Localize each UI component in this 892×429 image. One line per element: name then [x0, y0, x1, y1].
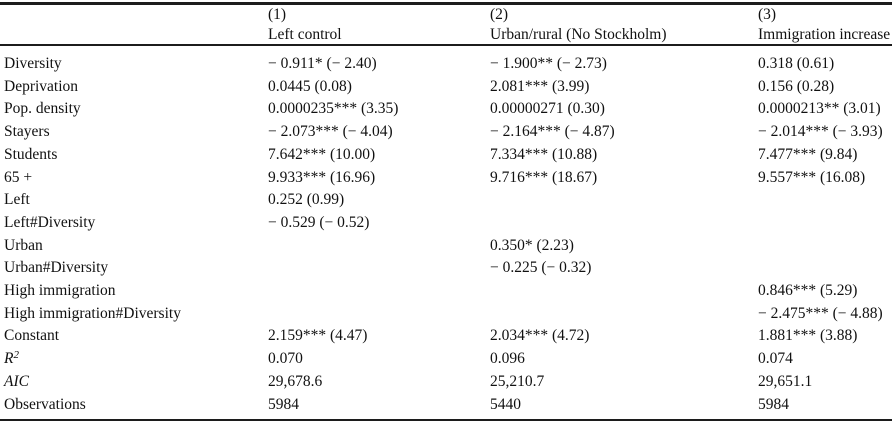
header-model-1: (1) Left control: [264, 3, 486, 46]
estimate-cell-model-2: [486, 189, 754, 212]
table-row: Urban#Diversity − 0.225 (− 0.32): [0, 257, 892, 280]
estimate-cell-model-2: 5440: [490, 395, 521, 413]
estimate-cell-model-3: 0.318 (0.61): [758, 55, 835, 72]
estimate-cell-model-2: 2.034*** (4.72): [490, 327, 590, 345]
estimate-cell-model-3: 0.074: [758, 350, 793, 368]
table-row: Diversity − 0.911* (− 2.40) − 1.900** (− 2…: [0, 45, 892, 76]
estimate-cell-model-1: 0.0000235*** (3.35): [268, 100, 399, 118]
estimate-cell-model-1: [264, 303, 486, 326]
model-3-number: (3): [758, 6, 777, 23]
table-row: Students 7.642*** (10.00) 7.334*** (10.88)…: [0, 144, 892, 167]
estimate-cell-model-3: 0.0000213** (3.01): [758, 100, 881, 118]
estimate-cell-model-3: [754, 257, 892, 280]
estimate-cell-model-2: 0.350* (2.23): [490, 236, 574, 254]
estimate-cell-model-2: 0.096: [490, 350, 525, 368]
estimate-cell-model-2: 25,210.7: [490, 372, 545, 390]
model-1-number: (1): [268, 6, 287, 23]
estimate-cell-model-2: [486, 212, 754, 235]
row-label: Stayers: [4, 123, 50, 141]
table-row: High immigration#Diversity − 2.475*** (− …: [0, 303, 892, 326]
table-row: Left#Diversity − 0.529 (− 0.52): [0, 212, 892, 235]
estimate-cell-model-3: 5984: [758, 395, 789, 413]
row-label: Urban#Diversity: [4, 259, 109, 277]
estimate-cell-model-2: − 1.900** (− 2.73): [490, 55, 607, 72]
estimate-cell-model-2: − 2.164*** (− 4.87): [490, 123, 615, 141]
estimate-cell-model-1: [264, 235, 486, 258]
table-row: Left 0.252 (0.99): [0, 189, 892, 212]
estimate-cell-model-1: [264, 280, 486, 303]
table-row: AIC 29,678.6 25,210.7 29,651.1: [0, 371, 892, 394]
estimate-cell-model-3: 0.846*** (5.29): [758, 282, 858, 300]
table-row: R2 0.070 0.096 0.074: [0, 348, 892, 371]
estimate-cell-model-1: − 2.073*** (− 4.04): [268, 123, 393, 141]
header-row: (1) Left control (2) Urban/rural (No Sto…: [0, 3, 892, 46]
row-label: R2: [4, 349, 19, 368]
header-model-3: (3) Immigration increase: [754, 3, 892, 46]
regression-table: (1) Left control (2) Urban/rural (No Sto…: [0, 2, 892, 422]
estimate-cell-model-3: [754, 212, 892, 235]
estimate-cell-model-2: 0.00000271 (0.30): [490, 100, 605, 118]
row-label: Left#Diversity: [4, 213, 96, 231]
table-row: Urban 0.350* (2.23): [0, 235, 892, 258]
estimate-cell-model-1: [264, 257, 486, 280]
table-row: High immigration 0.846*** (5.29): [0, 280, 892, 303]
estimate-cell-model-1: 0.0445 (0.08): [268, 77, 352, 95]
row-label: Constant: [4, 327, 60, 345]
row-label: High immigration: [4, 282, 116, 300]
table-row: Observations 5984 5440 5984: [0, 394, 892, 421]
estimate-cell-model-3: 0.156 (0.28): [758, 77, 835, 95]
estimate-cell-model-3: − 2.475*** (− 4.88): [758, 304, 883, 322]
estimate-cell-model-1: 7.642*** (10.00): [268, 145, 376, 163]
estimate-cell-model-1: − 0.529 (− 0.52): [268, 213, 370, 231]
estimate-cell-model-1: 29,678.6: [268, 372, 323, 390]
estimate-cell-model-2: 7.334*** (10.88): [490, 145, 598, 163]
row-label: Pop. density: [4, 100, 81, 118]
table-row: Pop. density 0.0000235*** (3.35) 0.0000027…: [0, 98, 892, 121]
estimate-cell-model-2: 9.716*** (18.67): [490, 168, 598, 186]
table-row: Deprivation 0.0445 (0.08) 2.081*** (3.99) 0…: [0, 76, 892, 99]
estimate-cell-model-3: [754, 235, 892, 258]
model-1-title: Left control: [268, 25, 342, 43]
row-label: High immigration#Diversity: [4, 304, 181, 322]
row-label: AIC: [4, 372, 29, 390]
row-label: Diversity: [4, 55, 62, 72]
estimate-cell-model-2: [486, 303, 754, 326]
table-body: Diversity − 0.911* (− 2.40) − 1.900** (− 2…: [0, 45, 892, 420]
estimate-cell-model-3: [754, 189, 892, 212]
estimate-cell-model-1: − 0.911* (− 2.40): [268, 55, 377, 72]
row-label: 65 +: [4, 168, 33, 186]
estimate-cell-model-3: 9.557*** (16.08): [758, 168, 866, 186]
estimate-cell-model-2: [486, 280, 754, 303]
table-row: Constant 2.159*** (4.47) 2.034*** (4.72) 1.…: [0, 325, 892, 348]
row-label: Deprivation: [4, 77, 79, 95]
header-empty-cell: [0, 3, 264, 46]
estimate-cell-model-2: 2.081*** (3.99): [490, 77, 590, 95]
header-model-2: (2) Urban/rural (No Stockholm): [486, 3, 754, 46]
row-label: Students: [4, 145, 58, 163]
table-header: (1) Left control (2) Urban/rural (No Sto…: [0, 3, 892, 46]
estimate-cell-model-1: 2.159*** (4.47): [268, 327, 368, 345]
estimate-cell-model-1: 0.252 (0.99): [268, 191, 345, 209]
estimate-cell-model-1: 5984: [268, 395, 299, 413]
estimate-cell-model-1: 9.933*** (16.96): [268, 168, 376, 186]
estimate-cell-model-3: 7.477*** (9.84): [758, 145, 858, 163]
row-label: Urban: [4, 236, 43, 254]
model-2-title: Urban/rural (No Stockholm): [490, 25, 667, 43]
row-label: Left: [4, 191, 30, 209]
table-row: 65 + 9.933*** (16.96) 9.716*** (18.67) 9.55…: [0, 167, 892, 190]
estimate-cell-model-1: 0.070: [268, 350, 303, 368]
model-3-title: Immigration increase: [758, 25, 891, 43]
model-2-number: (2): [490, 6, 509, 23]
table-row: Stayers − 2.073*** (− 4.04) − 2.164*** (− …: [0, 121, 892, 144]
estimate-cell-model-3: 29,651.1: [758, 372, 813, 390]
estimate-cell-model-3: − 2.014*** (− 3.93): [758, 123, 883, 141]
row-label: Observations: [4, 395, 86, 413]
estimate-cell-model-3: 1.881*** (3.88): [758, 327, 858, 345]
estimate-cell-model-2: − 0.225 (− 0.32): [490, 259, 592, 277]
